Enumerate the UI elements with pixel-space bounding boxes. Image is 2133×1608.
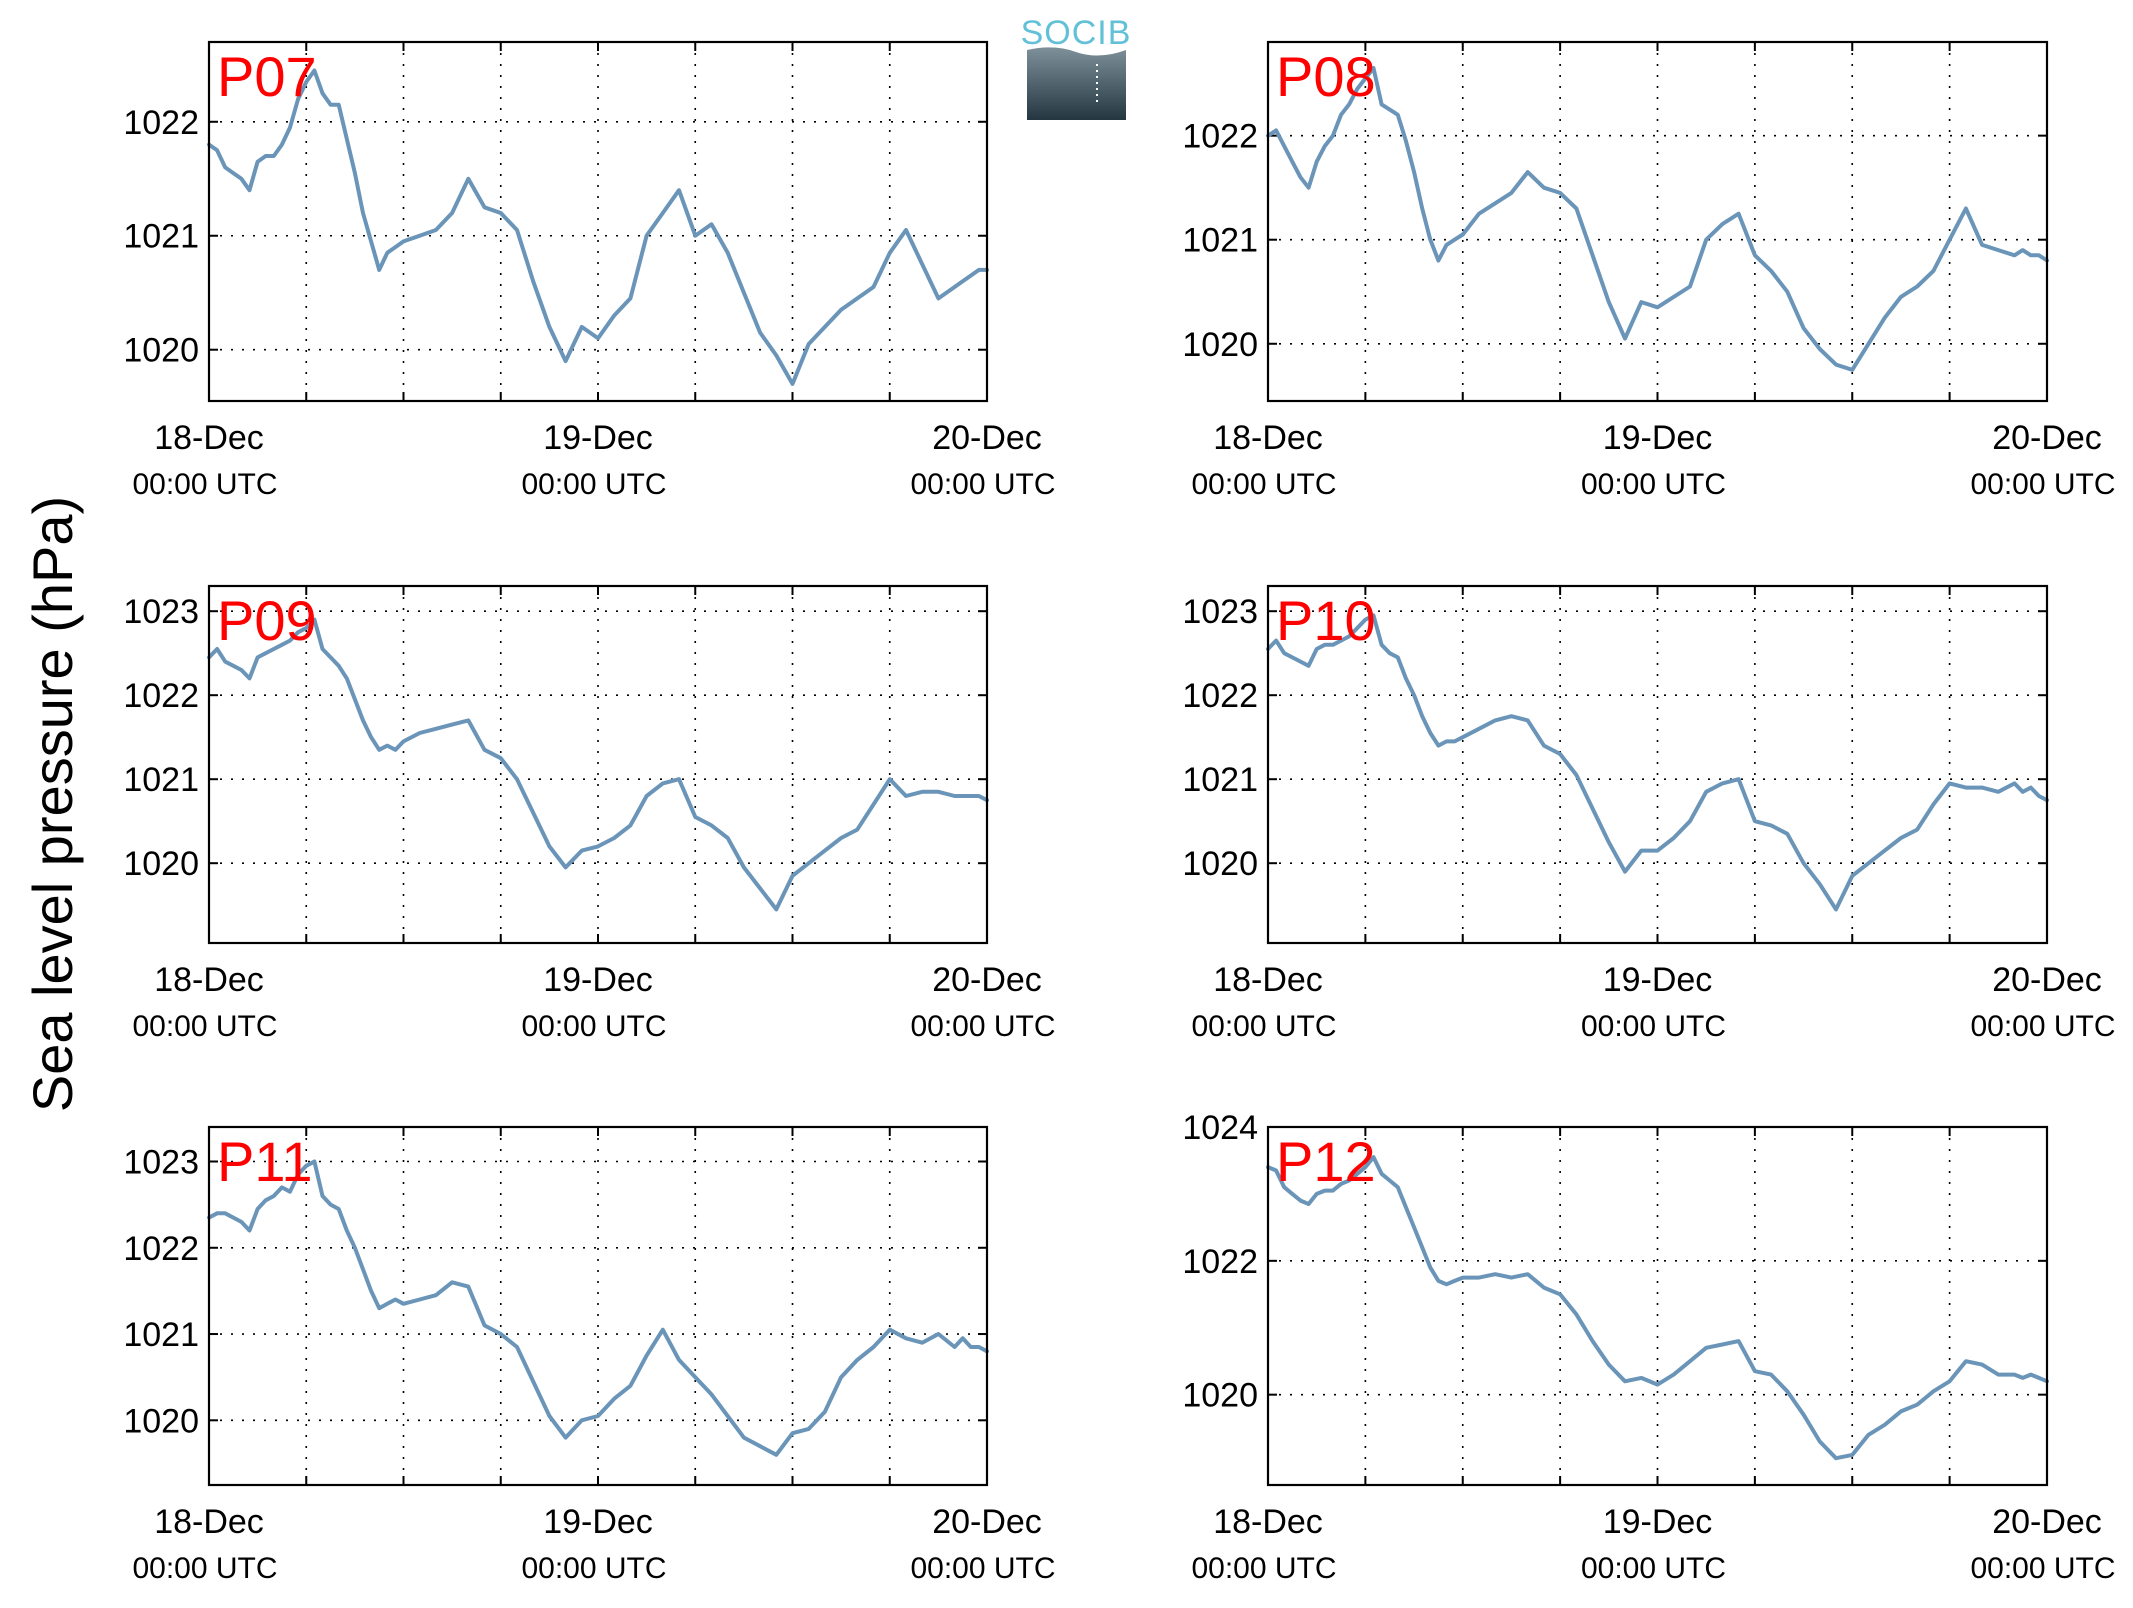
chart-panel-P09: 1020 1021 1022 1023 18-Dec 00:00 UTC 19-Dec 00:… xyxy=(123,584,1056,1043)
x-tick-sublabel: 00:00 UTC xyxy=(521,1552,666,1585)
x-tick-sublabel: 00:00 UTC xyxy=(132,1552,277,1585)
x-tick-label: 20-Dec xyxy=(1992,961,2102,999)
y-tick-label: 1021 xyxy=(123,761,199,799)
x-tick-sublabel: 00:00 UTC xyxy=(1191,1010,1336,1043)
series-line-P09 xyxy=(207,617,989,912)
y-tick-label: 1020 xyxy=(123,845,199,883)
y-tick-label: 1022 xyxy=(123,677,199,715)
x-tick-sublabel: 00:00 UTC xyxy=(1191,1552,1336,1585)
chart-panel-P11: 1020 1021 1022 1023 18-Dec 00:00 UTC 19-Dec 00:… xyxy=(123,1125,1056,1585)
chart-panel-P10: 1020 1021 1022 1023 18-Dec 00:00 UTC 19-Dec 00:… xyxy=(1182,584,2116,1043)
y-tick-label: 1023 xyxy=(1182,593,1258,631)
panel-label: P07 xyxy=(217,45,317,108)
y-tick-label: 1020 xyxy=(1182,326,1258,364)
x-tick-sublabel: 00:00 UTC xyxy=(910,468,1055,501)
y-tick-label: 1020 xyxy=(123,1402,199,1440)
y-tick-label: 1020 xyxy=(1182,1377,1258,1415)
series-line-P11 xyxy=(207,1159,989,1457)
x-tick-sublabel: 00:00 UTC xyxy=(1191,468,1336,501)
x-tick-label: 19-Dec xyxy=(1603,419,1713,457)
panel-label: P10 xyxy=(1276,589,1376,652)
x-tick-label: 20-Dec xyxy=(932,1503,1042,1541)
x-tick-label: 19-Dec xyxy=(1603,961,1713,999)
x-tick-sublabel: 00:00 UTC xyxy=(132,1010,277,1043)
x-tick-sublabel: 00:00 UTC xyxy=(1970,1010,2115,1043)
x-tick-sublabel: 00:00 UTC xyxy=(132,468,277,501)
y-tick-label: 1022 xyxy=(123,1230,199,1268)
chart-panel-P07: 1020 1021 1022 18-Dec 00:00 UTC 19-Dec 00:00 U… xyxy=(123,40,1056,501)
panel-label: P09 xyxy=(217,589,317,652)
plot-frame xyxy=(207,1125,989,1487)
series-line-P10 xyxy=(1266,613,2049,912)
x-tick-sublabel: 00:00 UTC xyxy=(1581,1552,1726,1585)
x-tick-label: 18-Dec xyxy=(1213,961,1323,999)
panel-label: P08 xyxy=(1276,45,1376,108)
x-tick-label: 20-Dec xyxy=(1992,1503,2102,1541)
y-tick-label: 1021 xyxy=(1182,761,1258,799)
socib-logo: SOCIB xyxy=(1021,14,1132,120)
x-tick-label: 18-Dec xyxy=(154,419,264,457)
y-tick-label: 1021 xyxy=(123,218,199,256)
x-tick-label: 20-Dec xyxy=(1992,419,2102,457)
y-tick-label: 1022 xyxy=(1182,118,1258,156)
plot-frame xyxy=(1266,40,2049,403)
series-line-P08 xyxy=(1266,66,2049,372)
x-tick-label: 19-Dec xyxy=(543,419,653,457)
x-tick-label: 19-Dec xyxy=(543,1503,653,1541)
plot-frame xyxy=(207,584,989,945)
x-tick-label: 19-Dec xyxy=(1603,1503,1713,1541)
panel-label: P12 xyxy=(1276,1130,1376,1193)
y-tick-label: 1023 xyxy=(123,593,199,631)
y-tick-label: 1020 xyxy=(123,332,199,370)
x-tick-label: 18-Dec xyxy=(154,961,264,999)
series-line-P12 xyxy=(1266,1155,2049,1461)
x-tick-sublabel: 00:00 UTC xyxy=(1970,1552,2115,1585)
plot-frame xyxy=(207,40,989,403)
y-tick-label: 1021 xyxy=(123,1316,199,1354)
y-tick-label: 1024 xyxy=(1182,1109,1258,1147)
chart-panel-P08: 1020 1021 1022 18-Dec 00:00 UTC 19-Dec 00:00 U… xyxy=(1182,40,2116,501)
x-tick-sublabel: 00:00 UTC xyxy=(910,1552,1055,1585)
x-tick-sublabel: 00:00 UTC xyxy=(910,1010,1055,1043)
x-tick-sublabel: 00:00 UTC xyxy=(1581,1010,1726,1043)
y-tick-label: 1020 xyxy=(1182,845,1258,883)
chart-panel-P12: 1020 1022 1024 18-Dec 00:00 UTC 19-Dec 00:00 U… xyxy=(1182,1109,2115,1585)
x-tick-sublabel: 00:00 UTC xyxy=(1581,468,1726,501)
y-axis-label: Sea level pressure (hPa) xyxy=(21,496,84,1112)
y-tick-label: 1022 xyxy=(1182,1243,1258,1281)
x-tick-label: 19-Dec xyxy=(543,961,653,999)
x-tick-sublabel: 00:00 UTC xyxy=(521,1010,666,1043)
logo-wave-block xyxy=(1027,47,1126,120)
y-tick-label: 1023 xyxy=(123,1144,199,1182)
x-tick-label: 18-Dec xyxy=(1213,1503,1323,1541)
plot-frame xyxy=(1266,1125,2049,1487)
chart-panels: 1020 1021 1022 18-Dec 00:00 UTC 19-Dec 00:00 U… xyxy=(123,40,2116,1585)
y-tick-label: 1021 xyxy=(1182,222,1258,260)
panel-label: P11 xyxy=(217,1130,312,1193)
x-tick-label: 18-Dec xyxy=(1213,419,1323,457)
y-tick-label: 1022 xyxy=(1182,677,1258,715)
series-line-P07 xyxy=(207,68,989,386)
x-tick-label: 20-Dec xyxy=(932,419,1042,457)
x-tick-label: 18-Dec xyxy=(154,1503,264,1541)
y-tick-label: 1022 xyxy=(123,104,199,142)
plot-frame xyxy=(1266,584,2049,945)
x-tick-sublabel: 00:00 UTC xyxy=(1970,468,2115,501)
x-tick-sublabel: 00:00 UTC xyxy=(521,468,666,501)
x-tick-label: 20-Dec xyxy=(932,961,1042,999)
logo-text: SOCIB xyxy=(1021,14,1132,52)
